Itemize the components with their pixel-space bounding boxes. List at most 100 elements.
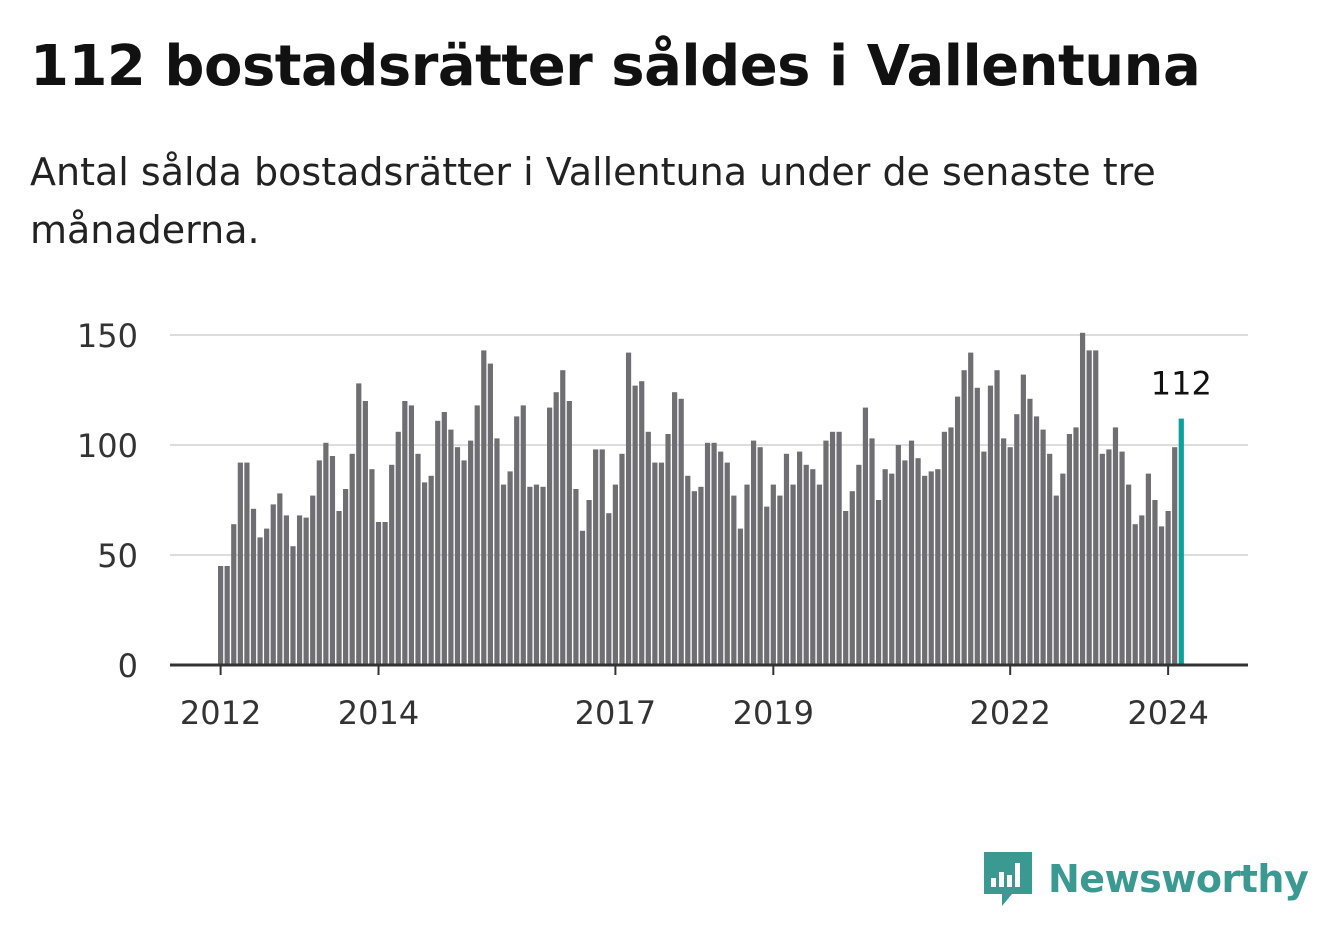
bar bbox=[757, 447, 763, 665]
bar bbox=[941, 431, 947, 665]
bar bbox=[1099, 453, 1105, 665]
bar-chart: 0 50 100 150 2012 2014 2017 2019 2022 2024 112 bbox=[77, 317, 1248, 732]
bar bbox=[237, 462, 243, 665]
bar bbox=[494, 438, 500, 665]
bar bbox=[1079, 332, 1086, 665]
bar bbox=[895, 445, 901, 665]
bar bbox=[1172, 447, 1178, 665]
bar bbox=[790, 484, 796, 665]
bar bbox=[566, 401, 572, 665]
bar bbox=[645, 431, 651, 665]
bar bbox=[487, 363, 493, 665]
bar bbox=[514, 416, 520, 665]
bar bbox=[862, 407, 869, 665]
bar bbox=[625, 352, 632, 665]
bar bbox=[547, 407, 553, 665]
bar bbox=[843, 511, 849, 665]
bar bbox=[829, 431, 836, 665]
bar bbox=[408, 405, 415, 665]
bar bbox=[540, 486, 546, 665]
bar bbox=[816, 484, 822, 665]
bar bbox=[231, 524, 237, 665]
bar bbox=[902, 460, 908, 665]
highlight-bar bbox=[1178, 418, 1184, 665]
bar bbox=[560, 370, 566, 665]
bar bbox=[441, 412, 447, 665]
bar bbox=[639, 381, 645, 665]
bar bbox=[579, 530, 586, 665]
bar bbox=[362, 401, 368, 665]
bar bbox=[283, 515, 289, 665]
bar bbox=[1112, 427, 1119, 665]
bar bbox=[658, 462, 665, 665]
bar bbox=[1053, 495, 1059, 665]
bar bbox=[731, 495, 737, 665]
bar bbox=[718, 451, 724, 665]
bar bbox=[1106, 449, 1112, 665]
bar bbox=[402, 401, 408, 665]
bar bbox=[329, 456, 336, 665]
bar bbox=[724, 462, 730, 665]
bar bbox=[770, 484, 776, 665]
bar bbox=[481, 350, 487, 665]
y-tick-label: 150 bbox=[77, 317, 138, 355]
bar bbox=[987, 385, 994, 665]
bar bbox=[606, 513, 612, 665]
bar bbox=[1119, 451, 1125, 665]
bar bbox=[810, 469, 816, 665]
bar bbox=[520, 405, 526, 665]
bar bbox=[389, 464, 395, 665]
newsworthy-logo-icon bbox=[984, 852, 1032, 906]
bar bbox=[303, 517, 309, 665]
bar bbox=[415, 453, 421, 665]
bar bbox=[593, 449, 599, 665]
bar bbox=[928, 471, 934, 665]
bar bbox=[250, 508, 257, 665]
bar bbox=[382, 522, 388, 665]
bar bbox=[632, 385, 638, 665]
bar bbox=[908, 440, 915, 665]
axes bbox=[170, 663, 1248, 675]
y-tick-label: 50 bbox=[97, 537, 138, 575]
newsworthy-logo: Newsworthy bbox=[980, 848, 1309, 910]
x-tick-label: 2019 bbox=[733, 694, 814, 732]
x-tick-label: 2022 bbox=[969, 694, 1050, 732]
y-tick-label: 0 bbox=[118, 647, 138, 685]
bar bbox=[961, 370, 967, 665]
bar bbox=[869, 438, 875, 665]
bar bbox=[1086, 350, 1092, 665]
bar bbox=[711, 442, 717, 665]
bar bbox=[1073, 427, 1079, 665]
bar bbox=[1152, 500, 1158, 665]
bar bbox=[803, 464, 809, 665]
bar bbox=[1027, 398, 1033, 665]
bar bbox=[1040, 429, 1046, 665]
bar bbox=[336, 511, 342, 665]
bar bbox=[750, 440, 757, 665]
bar bbox=[599, 449, 605, 665]
x-tick-label: 2014 bbox=[338, 694, 419, 732]
bar bbox=[764, 506, 770, 665]
bar bbox=[316, 460, 322, 665]
bar bbox=[218, 566, 224, 665]
bar bbox=[454, 447, 461, 665]
chart-title: 112 bostadsrätter såldes i Vallentuna bbox=[30, 34, 1201, 99]
bar bbox=[461, 460, 467, 665]
bar bbox=[922, 475, 928, 665]
bar bbox=[1047, 453, 1053, 665]
bar bbox=[270, 504, 276, 665]
bar bbox=[369, 469, 375, 665]
bar bbox=[257, 537, 263, 665]
bar bbox=[836, 431, 842, 665]
bar bbox=[685, 475, 691, 665]
bar bbox=[882, 469, 888, 665]
bar bbox=[968, 352, 974, 665]
bar bbox=[1158, 526, 1165, 665]
bar bbox=[783, 453, 790, 665]
bar bbox=[1139, 515, 1145, 665]
bar bbox=[264, 528, 270, 665]
bar bbox=[448, 429, 454, 665]
bar bbox=[678, 398, 684, 665]
bar bbox=[823, 440, 829, 665]
bar bbox=[290, 546, 296, 665]
